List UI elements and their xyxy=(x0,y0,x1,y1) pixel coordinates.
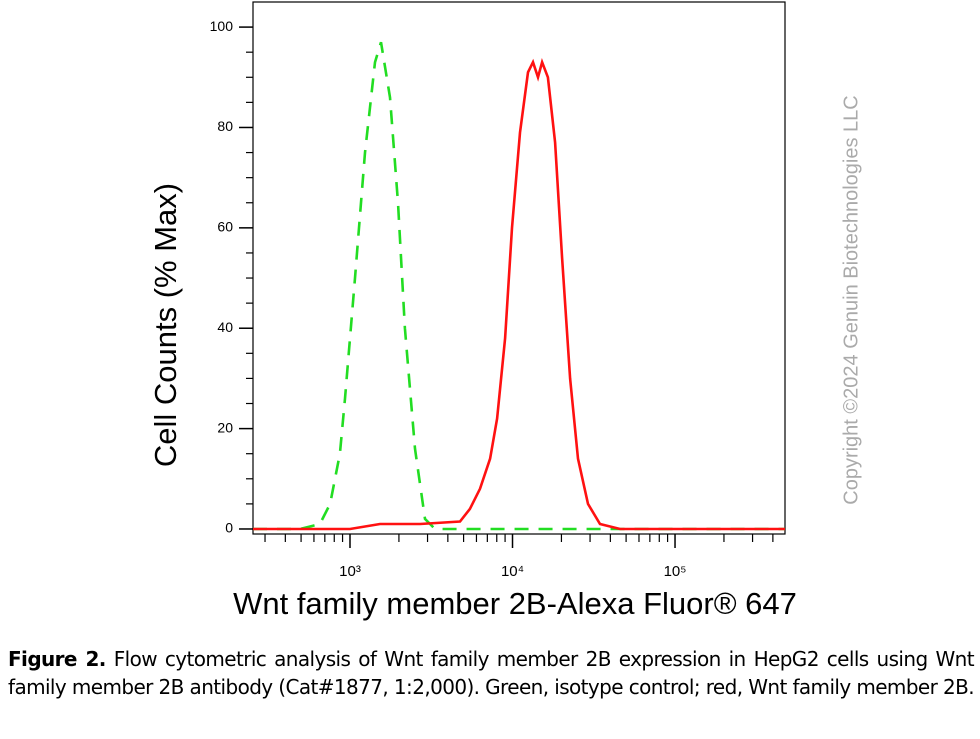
x-tick-label: 10³ xyxy=(339,563,361,580)
caption: Figure 2. Flow cytometric analysis of Wn… xyxy=(8,645,975,701)
chart: Cell Counts (% Max) Wnt family member 2B… xyxy=(148,1,862,621)
y-tick-label: 80 xyxy=(217,118,233,134)
histogram-line xyxy=(253,58,785,531)
y-tick-label: 40 xyxy=(217,319,233,335)
plot-frame xyxy=(252,1,786,535)
x-tick-label: 10⁴ xyxy=(501,563,524,580)
y-tick-label: 0 xyxy=(225,520,233,536)
y-axis-label: Cell Counts (% Max) xyxy=(148,183,183,467)
x-axis-label: Wnt family member 2B-Alexa Fluor® 647 xyxy=(233,586,797,621)
histogram-line xyxy=(253,41,785,531)
caption-text: Flow cytometric analysis of Wnt family m… xyxy=(8,647,975,699)
caption-label: Figure 2. xyxy=(8,647,106,671)
watermark: Copyright ©2024 Genuin Biotechnologies L… xyxy=(840,95,862,504)
y-tick-label: 100 xyxy=(210,18,234,34)
x-tick-label: 10⁵ xyxy=(664,563,687,580)
y-tick-label: 20 xyxy=(217,419,233,435)
y-tick-label: 60 xyxy=(217,219,233,235)
